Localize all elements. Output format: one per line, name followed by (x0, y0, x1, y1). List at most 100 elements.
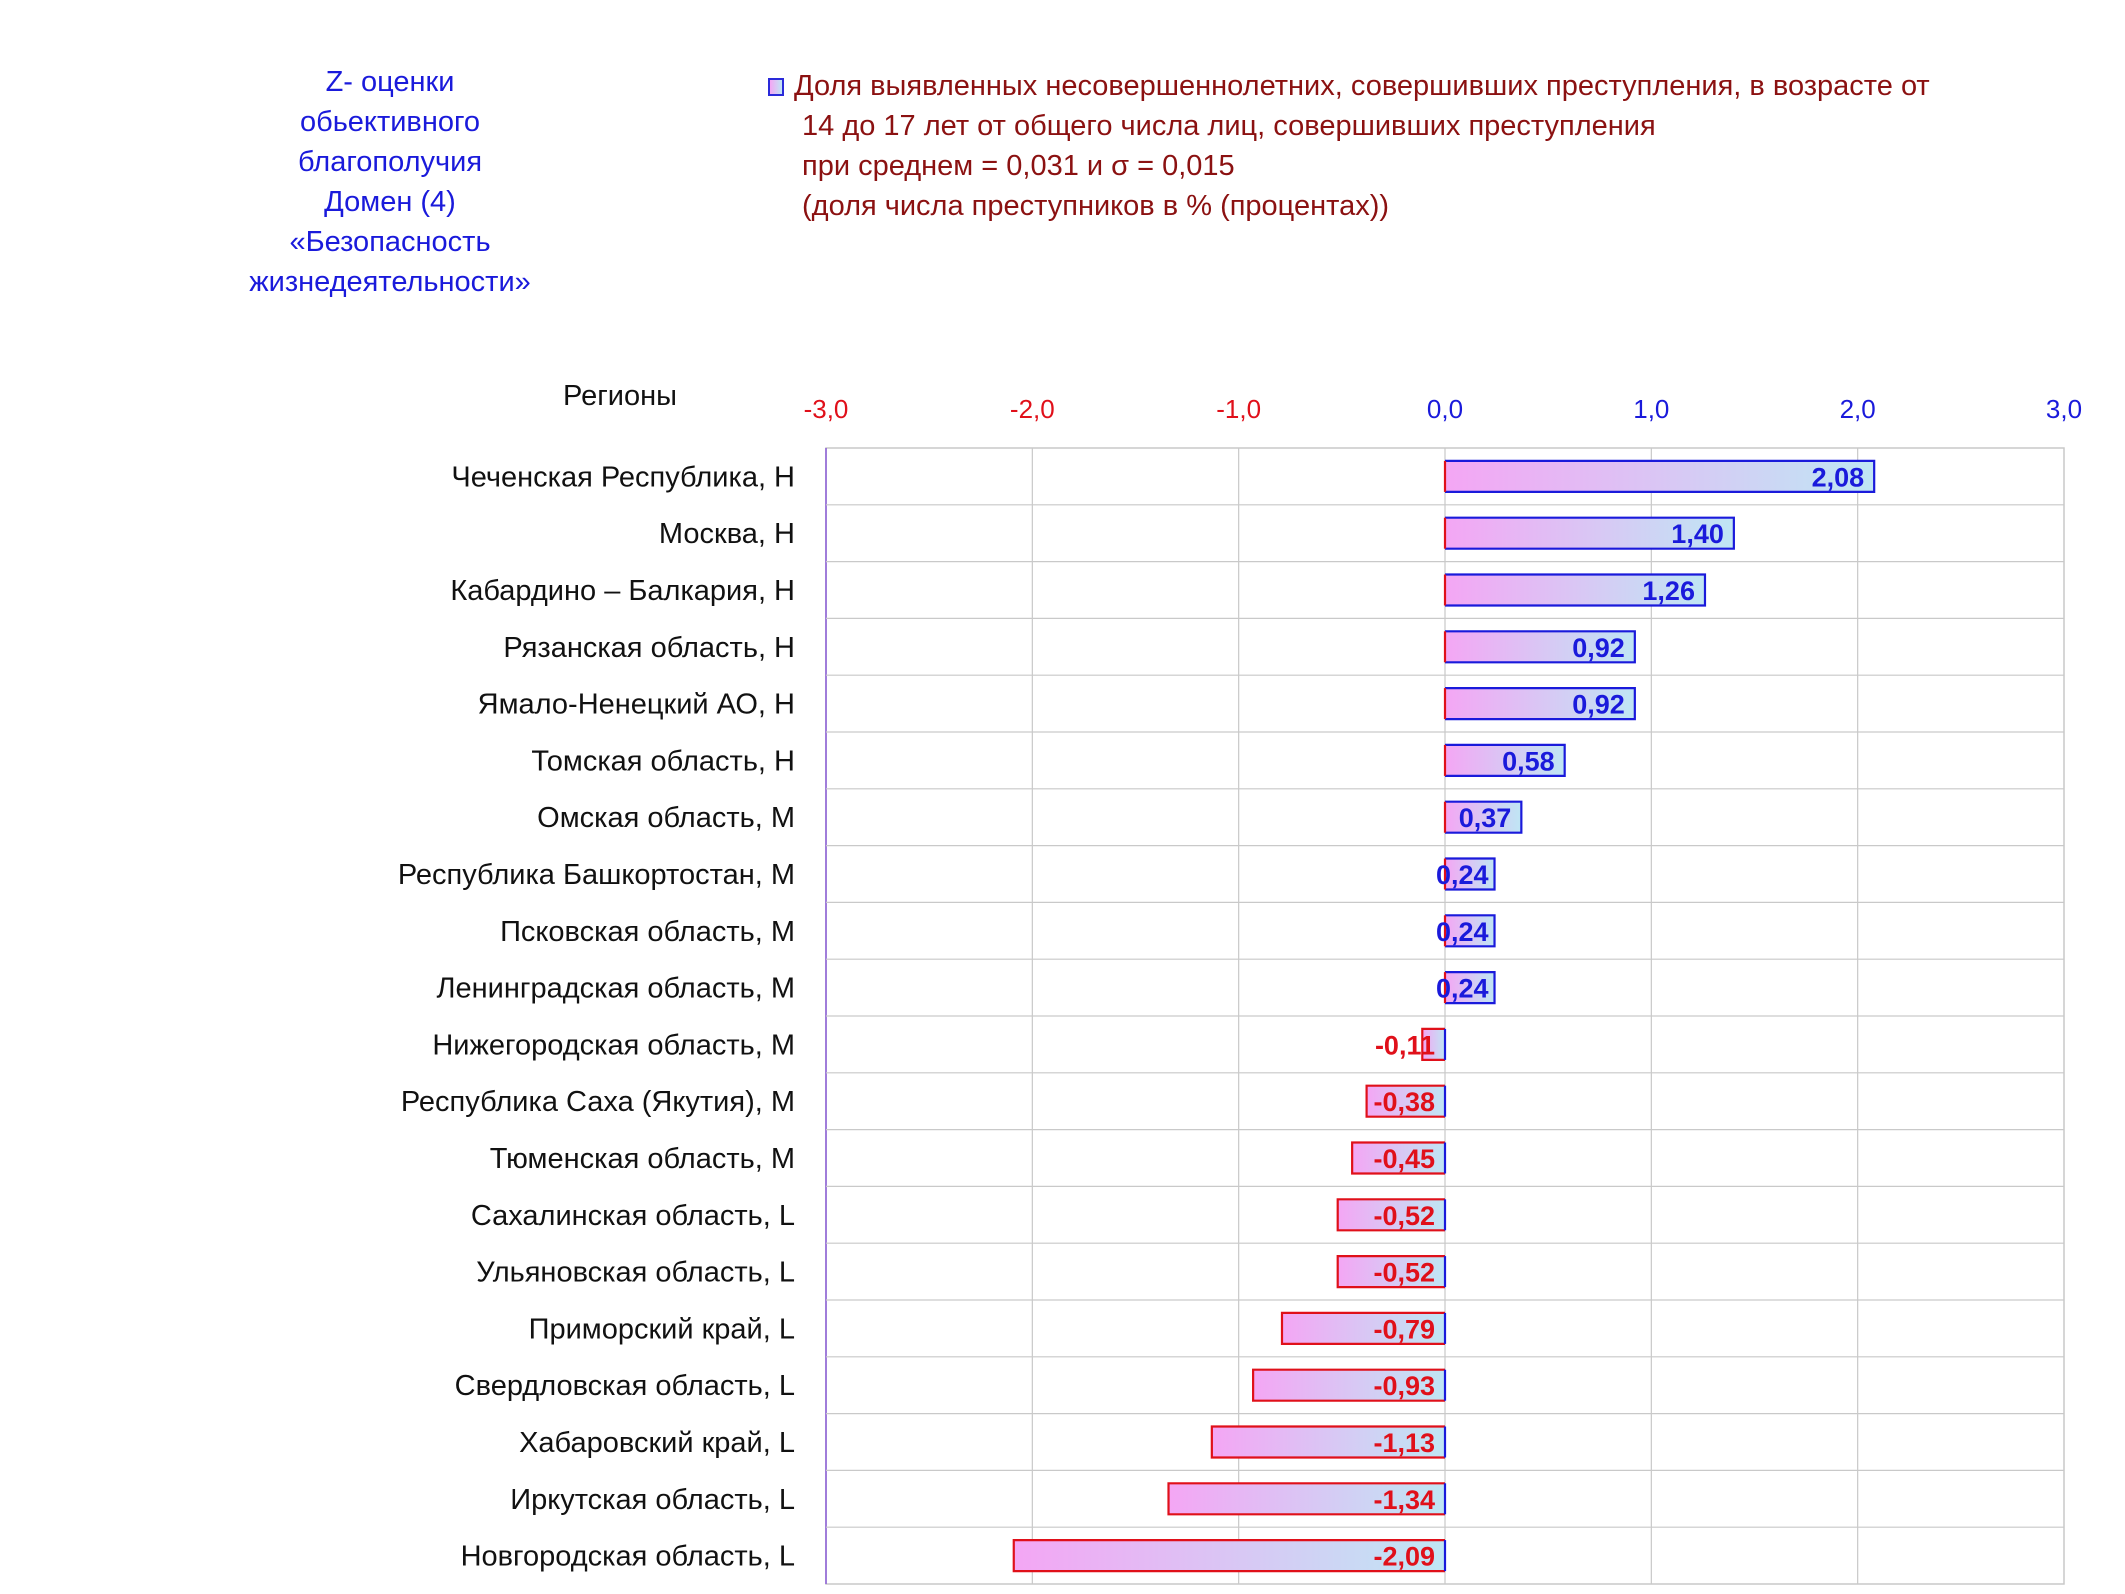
grid-layer (825, 447, 2065, 1585)
legend-line: 14 до 17 лет от общего числа лиц, соверш… (802, 110, 1656, 142)
bar-outline (1336, 1255, 1445, 1289)
bar-value-label: -0,79 (1373, 1314, 1435, 1344)
bar-group: -1,13 (1210, 1425, 1447, 1459)
bar-fill (1445, 574, 1705, 606)
bar-group: -0,93 (1252, 1368, 1447, 1402)
category-label: Иркутская область, L (510, 1484, 795, 1516)
bar-group: 1,26 (1443, 573, 1707, 607)
bar-value-label: 0,24 (1436, 917, 1489, 947)
side-title-line: жизнедеятельности» (249, 266, 531, 298)
category-label: Псковская область, M (500, 916, 795, 948)
legend-line: (доля числа преступников в % (процентах)… (802, 190, 1390, 222)
bar-fill (1013, 1540, 1445, 1572)
bar-outline (1445, 630, 1636, 664)
bar-value-label: -0,52 (1373, 1201, 1435, 1231)
category-label: Свердловская область, L (455, 1370, 795, 1402)
bar-fill (1168, 1483, 1445, 1515)
bar-value-label: -1,13 (1373, 1428, 1435, 1458)
bar-fill (1445, 631, 1635, 663)
bar-value-label: 0,37 (1459, 803, 1512, 833)
category-label: Кабардино – Балкария, H (450, 575, 795, 607)
bar-group: -0,52 (1336, 1255, 1447, 1289)
category-label: Омская область, M (537, 802, 795, 834)
category-label: Москва, H (659, 518, 795, 550)
legend-line: Доля выявленных несовершеннолетних, сове… (794, 70, 1930, 102)
bar-fill (1211, 1426, 1445, 1458)
bar-group: 0,58 (1443, 743, 1566, 777)
bar-value-label: 0,58 (1502, 746, 1555, 776)
bar-group: 0,24 (1436, 857, 1496, 891)
bar-fill (1352, 1142, 1445, 1174)
bar-group: -0,38 (1365, 1084, 1447, 1118)
bar-outline (1445, 573, 1707, 607)
bar-value-label: -0,93 (1373, 1371, 1435, 1401)
bar-group: -2,09 (1012, 1539, 1447, 1573)
x-tick-label: -2,0 (1010, 394, 1055, 424)
bar-group: 0,37 (1443, 800, 1523, 834)
bar-value-label: -0,11 (1375, 1030, 1435, 1060)
x-tick-label: -3,0 (804, 394, 849, 424)
bar-layer: 2,08 1,40 1,26 0,92 0,92 0,58 0,37 0,24 0,24 0,24… (1012, 459, 1876, 1573)
bar-outline (1351, 1141, 1445, 1175)
legend-swatch-icon (768, 78, 784, 96)
bar-outline (1167, 1482, 1445, 1516)
bar-outline (1445, 971, 1496, 1005)
bar-value-label: 0,24 (1436, 974, 1489, 1004)
side-title-line: обьективного (299, 106, 481, 138)
category-label-layer: Чеченская Республика, H Москва, H Кабардин… (398, 461, 795, 1572)
bar-fill (1366, 1085, 1445, 1117)
bar-fill (1337, 1199, 1445, 1231)
bar-group: -0,45 (1351, 1141, 1447, 1175)
bar-outline (1445, 459, 1876, 493)
bar-outline (1445, 516, 1735, 550)
bar-fill (1445, 517, 1734, 549)
bar-outline (1365, 1084, 1445, 1118)
bar-group: 0,92 (1443, 630, 1636, 664)
bar-outline (1012, 1539, 1445, 1573)
bar-outline (1445, 800, 1523, 834)
category-label: Республика Башкортостан, M (398, 859, 795, 891)
category-label: Новгородская область, L (461, 1541, 795, 1573)
side-title-line: «Безопасность (289, 226, 491, 258)
bar-fill (1445, 688, 1635, 720)
bar-fill (1445, 744, 1565, 776)
bar-group: 0,24 (1436, 971, 1496, 1005)
category-label: Чеченская Республика, H (451, 461, 795, 493)
bar-value-label: -1,34 (1373, 1485, 1435, 1515)
side-title-line: Z- оценки (325, 66, 455, 98)
category-label: Рязанская область, H (503, 632, 795, 664)
x-tick-label: 0,0 (1427, 394, 1463, 424)
x-tick-label: 3,0 (2046, 394, 2082, 424)
category-label: Ульяновская область, L (476, 1257, 795, 1289)
bar-fill (1445, 972, 1495, 1004)
x-tick-label: -1,0 (1216, 394, 1261, 424)
bar-value-label: 1,26 (1642, 576, 1695, 606)
category-label: Ленинградская область, M (436, 973, 795, 1005)
chart-side-title: Z- оценки обьективного благополучия Доме… (150, 62, 630, 302)
bar-fill (1337, 1256, 1445, 1288)
category-label: Приморский край, L (529, 1313, 795, 1345)
bar-fill (1445, 915, 1495, 947)
bar-group: 0,24 (1436, 914, 1496, 948)
bar-value-label: 0,24 (1436, 860, 1489, 890)
bar-fill (1445, 460, 1875, 492)
category-label: Томская область, H (531, 745, 795, 777)
bar-fill (1281, 1312, 1445, 1344)
bar-value-label: 1,40 (1671, 519, 1724, 549)
bar-outline (1252, 1368, 1445, 1402)
x-tick-layer: -3,0 -2,0 -1,0 0,0 1,0 2,0 3,0 (804, 394, 2082, 424)
category-label: Сахалинская область, L (471, 1200, 795, 1232)
x-tick-label: 1,0 (1633, 394, 1669, 424)
category-label: Хабаровский край, L (519, 1427, 795, 1459)
bar-value-label: 0,92 (1572, 633, 1625, 663)
bar-outline (1445, 857, 1496, 891)
bar-outline (1210, 1425, 1445, 1459)
category-label: Тюменская область, M (490, 1143, 795, 1175)
bar-group: 2,08 (1443, 459, 1876, 493)
bar-fill (1253, 1369, 1445, 1401)
bar-group: 0,92 (1443, 687, 1636, 721)
category-label: Ямало-Ненецкий АО, H (478, 689, 795, 721)
side-title-line: Домен (4) (324, 186, 456, 218)
